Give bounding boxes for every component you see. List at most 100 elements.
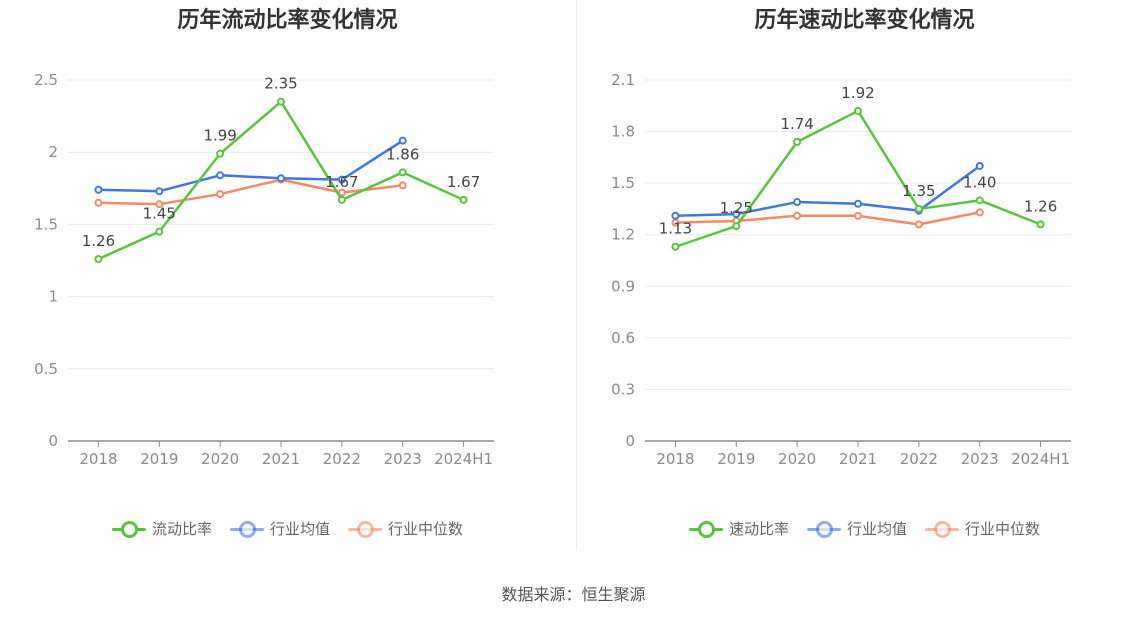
quick-ratio-chart: 历年速动比率变化情况 0 0.3 0.6 0.9 1.2 1.5 1.8 2.1 2018 201… (577, 0, 1147, 560)
chart-plot-area: 0 0.3 0.6 0.9 1.2 1.5 1.8 2.1 2018 2019 2020 2021 20… (611, 71, 1071, 468)
data-point[interactable] (914, 220, 923, 229)
legend-circle-icon (120, 520, 138, 538)
data-label: 1.67 (447, 173, 480, 191)
data-point[interactable] (459, 195, 468, 204)
legend-circle-icon (357, 520, 374, 538)
x-tick-label: 2019 (717, 450, 755, 468)
y-tick-label: 2.5 (34, 71, 58, 89)
x-tick-label: 2023 (384, 450, 422, 468)
y-tick-label: 0.5 (34, 360, 58, 378)
legend-circle-icon (815, 520, 833, 538)
data-point[interactable] (854, 211, 862, 220)
data-point[interactable] (671, 211, 680, 220)
data-label: 1.40 (963, 173, 996, 191)
data-point[interactable] (793, 211, 802, 220)
legend-line-icon (806, 520, 841, 538)
data-point[interactable] (216, 171, 225, 180)
x-tick-label: 2022 (900, 450, 938, 468)
data-label: 1.92 (841, 84, 874, 102)
data-label: 1.99 (203, 127, 236, 145)
data-point[interactable] (216, 149, 225, 158)
data-point[interactable] (398, 181, 407, 190)
series-line (98, 178, 403, 206)
data-point[interactable] (732, 210, 741, 219)
y-tick-label: 1.5 (34, 215, 58, 233)
data-point[interactable] (337, 195, 346, 204)
legend-line-icon (229, 520, 264, 538)
x-tick-label: 2022 (323, 450, 361, 468)
data-label: 1.13 (659, 220, 692, 238)
data-point[interactable] (793, 137, 802, 146)
legend-label: 流动比率 (151, 520, 212, 538)
data-point[interactable] (975, 161, 984, 170)
data-point[interactable] (337, 175, 346, 184)
legend-item-main[interactable]: 速动比率 (688, 518, 789, 539)
data-label: 1.26 (1024, 197, 1057, 215)
data-point[interactable] (94, 198, 103, 207)
x-tick-label: 2024H1 (1011, 450, 1070, 468)
chart-legend: 速动比率 行业均值 行业中位数 (577, 518, 1147, 539)
data-point[interactable] (277, 97, 285, 106)
x-tick-label: 2023 (961, 450, 999, 468)
data-point[interactable] (155, 187, 164, 196)
data-label: 1.67 (325, 173, 358, 191)
x-tick-label: 2018 (656, 450, 694, 468)
legend-item-median[interactable]: 行业中位数 (348, 518, 463, 539)
x-tick-label: 2021 (839, 450, 877, 468)
data-point[interactable] (975, 196, 984, 205)
data-label: 1.26 (82, 232, 115, 250)
legend-circle-icon (697, 520, 715, 538)
data-point[interactable] (94, 185, 103, 194)
x-tick-label: 2020 (201, 450, 239, 468)
data-point[interactable] (155, 227, 164, 236)
data-point[interactable] (94, 255, 103, 264)
data-point[interactable] (854, 106, 862, 115)
x-tick-label: 2024H1 (434, 450, 493, 468)
legend-item-avg[interactable]: 行业均值 (229, 518, 330, 539)
data-point[interactable] (337, 188, 346, 197)
y-tick-label: 0.6 (611, 329, 635, 347)
data-point[interactable] (854, 199, 862, 208)
data-label: 1.25 (720, 199, 753, 217)
x-tick-label: 2018 (79, 450, 117, 468)
data-point[interactable] (975, 208, 984, 217)
y-tick-label: 1 (48, 288, 58, 306)
y-tick-label: 2 (48, 143, 58, 161)
legend-label: 行业均值 (846, 520, 907, 538)
data-point[interactable] (1036, 220, 1045, 229)
y-tick-label: 1.5 (611, 174, 635, 192)
data-point[interactable] (914, 204, 923, 213)
data-label: 1.45 (143, 205, 176, 223)
data-point[interactable] (732, 222, 741, 231)
data-point[interactable] (793, 198, 802, 207)
panel-divider (576, 0, 577, 550)
data-point[interactable] (398, 136, 407, 145)
y-tick-label: 0.3 (611, 380, 635, 398)
data-label: 1.35 (902, 182, 935, 200)
y-tick-label: 0 (625, 432, 635, 450)
data-point[interactable] (216, 190, 225, 199)
data-label: 1.74 (780, 115, 813, 133)
legend-circle-icon (934, 520, 951, 538)
data-point[interactable] (671, 242, 680, 251)
y-tick-label: 1.2 (611, 226, 635, 244)
data-label: 2.35 (264, 75, 297, 93)
legend-item-median[interactable]: 行业中位数 (925, 518, 1040, 539)
y-tick-label: 0 (48, 432, 58, 450)
legend-line-icon (688, 520, 723, 538)
x-tick-label: 2020 (778, 450, 816, 468)
chart-plot-area: 0 0.5 1 1.5 2 2.5 2018 2019 2020 2021 2022 2023 2024… (34, 71, 494, 468)
data-point[interactable] (398, 168, 407, 177)
chart-title: 历年速动比率变化情况 (754, 8, 975, 33)
data-point[interactable] (155, 200, 164, 209)
data-source-note: 数据来源：恒生聚源 (501, 585, 646, 604)
series-line (675, 211, 980, 226)
data-point[interactable] (277, 174, 285, 183)
legend-circle-icon (238, 520, 256, 538)
y-tick-label: 1.8 (611, 123, 635, 141)
legend-item-main[interactable]: 流动比率 (111, 518, 212, 539)
chart-title: 历年流动比率变化情况 (177, 8, 398, 33)
x-tick-label: 2021 (262, 450, 300, 468)
legend-item-avg[interactable]: 行业均值 (806, 518, 907, 539)
legend-label: 行业中位数 (388, 520, 464, 538)
